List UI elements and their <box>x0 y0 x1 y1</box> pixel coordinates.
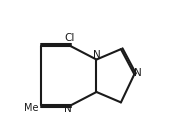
Text: N: N <box>134 68 142 78</box>
Text: Cl: Cl <box>64 33 74 43</box>
Text: N: N <box>64 104 72 114</box>
Text: N: N <box>93 51 101 60</box>
Text: Me: Me <box>24 103 39 113</box>
